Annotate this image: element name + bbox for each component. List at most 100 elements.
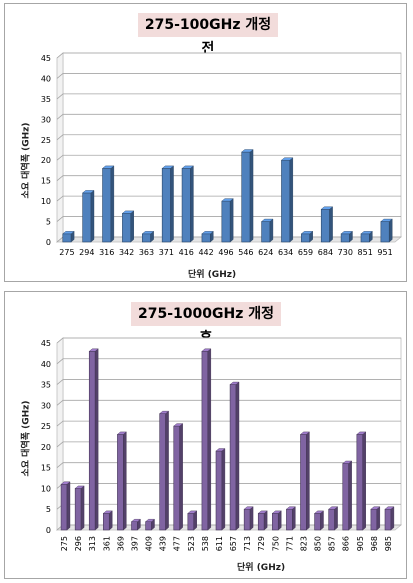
bar bbox=[101, 165, 115, 243]
x-tick-label: 905 bbox=[356, 536, 365, 551]
bar bbox=[201, 230, 214, 243]
bar bbox=[145, 518, 156, 531]
x-tick-label: 523 bbox=[187, 536, 196, 551]
bar bbox=[261, 218, 274, 243]
gridline bbox=[56, 73, 401, 79]
x-tick-label: 477 bbox=[173, 536, 182, 551]
bar bbox=[201, 348, 212, 531]
chart-title-before: 275-100GHz 개정 전 bbox=[138, 13, 278, 57]
x-axis-label-before: 단위 (GHz) bbox=[188, 270, 237, 280]
bar bbox=[340, 230, 354, 243]
y-tick-label: 5 bbox=[46, 505, 51, 514]
bar bbox=[88, 348, 99, 531]
chart-panel-before: 275-100GHz 개정 전 0 5 10 15 20 25 30 35 40 45 275 294… bbox=[4, 3, 407, 282]
bar bbox=[159, 410, 170, 531]
x-tick-label: 657 bbox=[229, 536, 238, 551]
x-tick-label: 416 bbox=[179, 248, 194, 257]
gridline bbox=[56, 462, 401, 468]
x-tick-label: 409 bbox=[145, 536, 154, 551]
bar bbox=[380, 218, 393, 243]
y-tick-label: 40 bbox=[41, 74, 51, 83]
bar bbox=[243, 506, 254, 531]
x-tick-label: 439 bbox=[159, 536, 168, 551]
bar bbox=[102, 510, 113, 531]
y-tick-label: 40 bbox=[41, 360, 51, 369]
y-tick-label: 10 bbox=[41, 197, 51, 206]
y-tick-label: 15 bbox=[41, 177, 51, 186]
gridline bbox=[56, 134, 401, 141]
x-tick-label: 611 bbox=[215, 536, 224, 551]
bar bbox=[141, 230, 155, 243]
bar bbox=[271, 510, 282, 531]
x-tick-label: 316 bbox=[99, 248, 114, 257]
y-tick-label: 20 bbox=[41, 156, 51, 165]
y-tick-label: 20 bbox=[41, 443, 51, 452]
bar bbox=[187, 510, 198, 531]
gridline bbox=[56, 93, 401, 100]
bar bbox=[181, 165, 194, 243]
x-tick-label: 369 bbox=[116, 536, 125, 551]
chart-before: 0 5 10 15 20 25 30 35 40 45 275 294 316 342 363 371 416 4… bbox=[41, 52, 403, 257]
bar bbox=[74, 485, 85, 531]
x-tick-label: 659 bbox=[298, 248, 313, 257]
y-tick-label: 25 bbox=[41, 422, 51, 431]
bar bbox=[121, 210, 135, 243]
x-tick-label: 951 bbox=[377, 248, 392, 257]
plot-side-wall bbox=[56, 52, 64, 243]
x-tick-label: 750 bbox=[271, 536, 280, 551]
bar bbox=[300, 230, 314, 243]
gridline bbox=[56, 441, 401, 448]
bar bbox=[370, 506, 381, 531]
x-tick-label: 397 bbox=[130, 536, 139, 551]
bar bbox=[384, 506, 395, 531]
y-tick-label: 35 bbox=[41, 381, 51, 390]
x-tick-label: 866 bbox=[342, 536, 351, 551]
bar bbox=[320, 206, 334, 243]
bar bbox=[130, 518, 141, 531]
x-tick-label: 294 bbox=[79, 248, 94, 257]
bar bbox=[360, 230, 373, 243]
x-tick-label: 730 bbox=[338, 248, 353, 257]
gridline bbox=[56, 113, 401, 120]
bar bbox=[82, 190, 95, 243]
gridline bbox=[56, 399, 401, 406]
y-tick-label: 30 bbox=[41, 401, 51, 410]
x-tick-label: 684 bbox=[318, 248, 333, 257]
gridline bbox=[56, 379, 401, 385]
bar bbox=[173, 423, 184, 531]
gridline bbox=[56, 52, 401, 59]
chart-title-after: 275-1000GHz 개정 후 bbox=[131, 302, 281, 346]
bar bbox=[229, 381, 240, 531]
x-tick-label: 342 bbox=[119, 248, 134, 257]
x-tick-label: 851 bbox=[358, 248, 373, 257]
y-tick-label: 25 bbox=[41, 136, 51, 145]
x-tick-label: 296 bbox=[74, 536, 83, 551]
y-tick-label: 5 bbox=[46, 218, 51, 227]
bar bbox=[257, 510, 268, 531]
x-tick-label: 313 bbox=[88, 536, 97, 551]
x-tick-label: 968 bbox=[370, 536, 379, 551]
bar bbox=[215, 448, 226, 531]
gridline bbox=[56, 154, 401, 161]
x-tick-label: 363 bbox=[139, 248, 154, 257]
x-tick-label: 985 bbox=[384, 536, 393, 551]
bar bbox=[342, 460, 353, 531]
bar bbox=[116, 431, 127, 531]
bar bbox=[299, 431, 310, 531]
gridline bbox=[56, 420, 401, 427]
x-axis-label-after: 단위 (GHz) bbox=[237, 563, 286, 573]
x-tick-label: 624 bbox=[258, 248, 273, 257]
x-tick-label: 729 bbox=[257, 536, 266, 551]
bar bbox=[62, 230, 75, 243]
bar bbox=[285, 506, 296, 531]
bar bbox=[60, 481, 71, 531]
bar bbox=[280, 157, 294, 243]
bar bbox=[221, 198, 234, 243]
x-tick-label: 634 bbox=[278, 248, 293, 257]
y-tick-label: 10 bbox=[41, 484, 51, 493]
x-tick-label: 371 bbox=[159, 248, 174, 257]
x-tick-label: 850 bbox=[314, 536, 323, 551]
x-tick-label: 275 bbox=[59, 248, 74, 257]
x-tick-label: 546 bbox=[238, 248, 253, 257]
y-tick-label: 0 bbox=[46, 526, 51, 535]
